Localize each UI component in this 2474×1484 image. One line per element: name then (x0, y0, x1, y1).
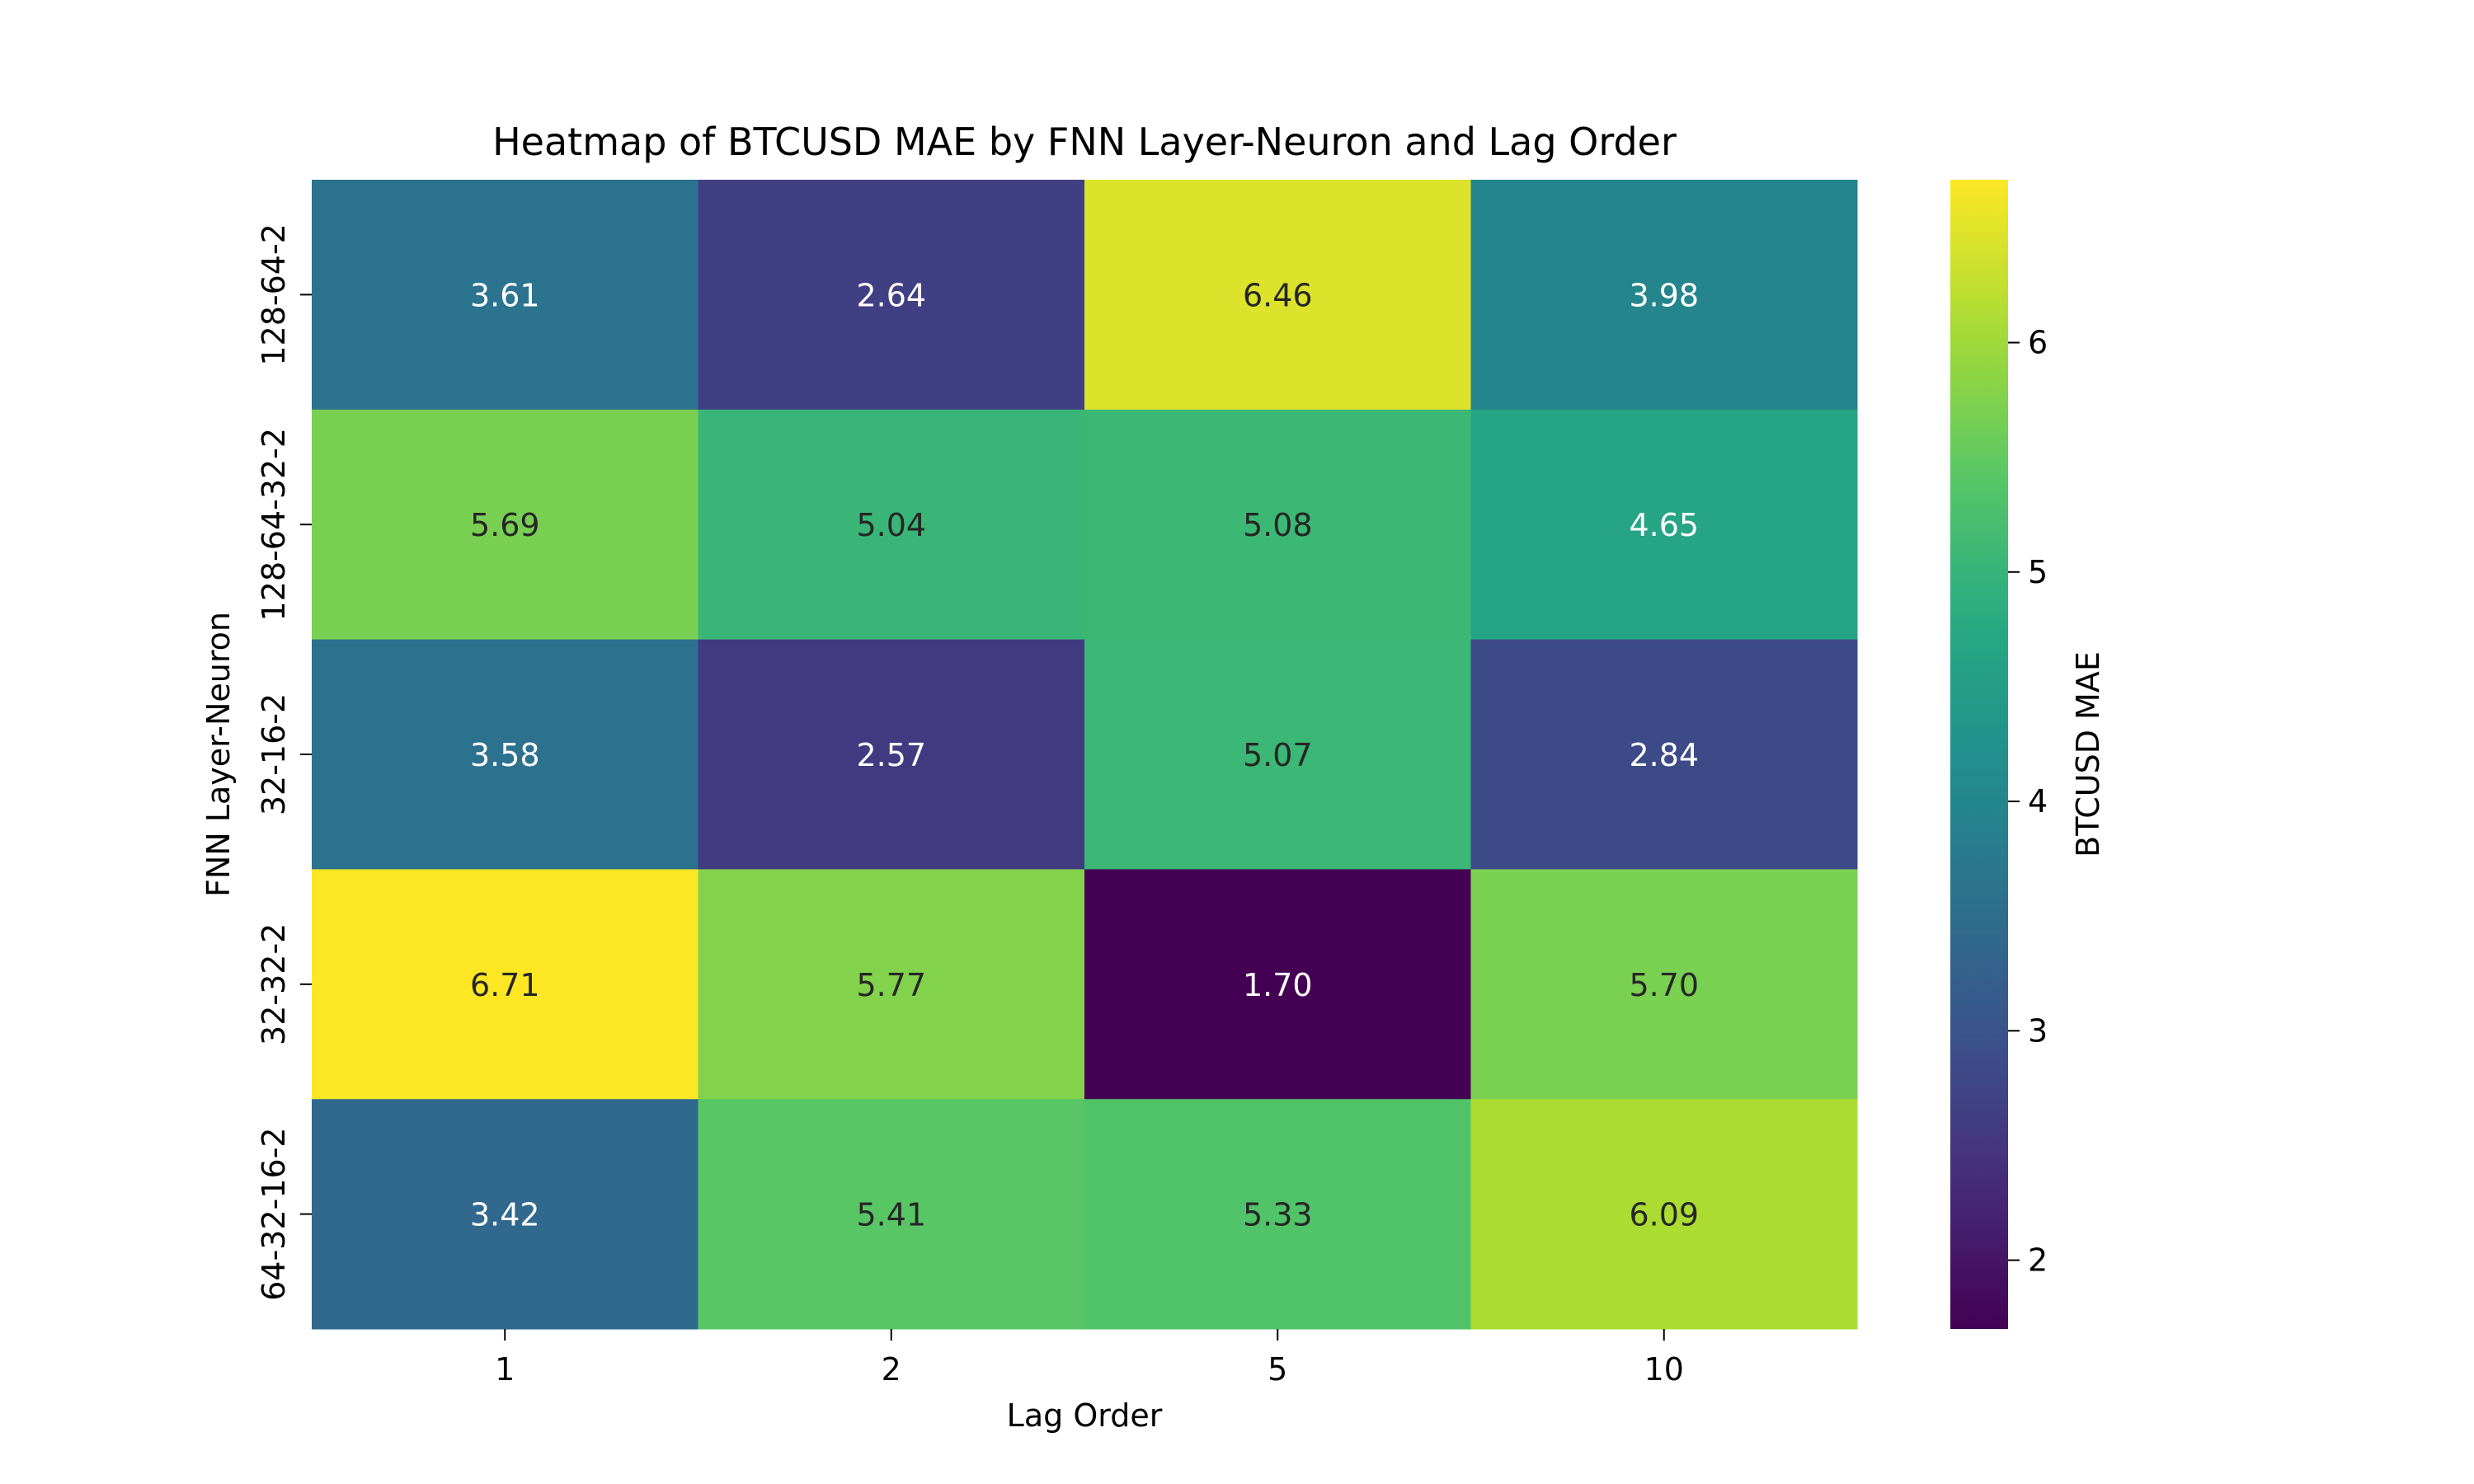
y-tick-label: 32-16-2 (256, 693, 292, 815)
y-tick-label: 64-32-16-2 (256, 1127, 292, 1300)
colorbar (1950, 180, 2008, 1329)
cell-value-label: 6.71 (470, 967, 540, 1003)
cell-value-label: 5.08 (1243, 507, 1313, 543)
cell-value-label: 1.70 (1243, 967, 1313, 1003)
heatmap-cells: 3.61 2.64 6.46 3.98 5.69 5.04 5.08 4.65 3.58 2.57… (312, 180, 1858, 1330)
heatmap-cell (1084, 409, 1471, 641)
x-axis-label: Lag Order (1007, 1397, 1163, 1434)
heatmap-cell (312, 180, 698, 411)
cell-value-label: 2.64 (856, 277, 926, 313)
heatmap-cell (698, 869, 1085, 1100)
y-tick-label: 128-64-32-2 (256, 428, 292, 622)
heatmap-cell (1470, 1099, 1858, 1330)
y-tick-label: 128-64-2 (256, 223, 292, 365)
heatmap-cell (1470, 409, 1858, 641)
colorbar-tick-label: 3 (2028, 1012, 2048, 1049)
x-axis: 1 2 5 10 (495, 1329, 1684, 1388)
cell-value-label: 5.70 (1629, 967, 1699, 1003)
colorbar-gradient (1950, 180, 2008, 1329)
y-axis-label: FNN Layer-Neuron (200, 612, 237, 897)
cell-value-label: 5.69 (470, 507, 540, 543)
colorbar-ticks: 2 3 4 5 6 (2008, 325, 2048, 1279)
heatmap-cell (1470, 869, 1858, 1100)
heatmap-cell (1084, 1099, 1471, 1330)
heatmap-cell (1084, 869, 1471, 1100)
cell-value-label: 3.58 (470, 737, 540, 773)
cell-value-label: 5.04 (856, 507, 926, 543)
heatmap-cell (698, 1099, 1085, 1330)
heatmap-cell (698, 639, 1085, 870)
x-tick-label: 10 (1644, 1351, 1684, 1388)
x-tick-label: 1 (495, 1351, 515, 1388)
heatmap-cell (312, 409, 698, 641)
cell-value-label: 2.57 (856, 737, 926, 773)
cell-value-label: 3.98 (1629, 277, 1699, 313)
heatmap-cell (312, 1099, 698, 1330)
x-tick-label: 2 (882, 1351, 901, 1388)
chart-title: Heatmap of BTCUSD MAE by FNN Layer-Neuro… (492, 120, 1677, 164)
colorbar-tick-label: 5 (2028, 554, 2048, 590)
heatmap-cell (1470, 180, 1858, 411)
cell-value-label: 3.42 (470, 1197, 540, 1233)
x-tick-label: 5 (1268, 1351, 1287, 1388)
heatmap-cell (698, 409, 1085, 641)
cell-value-label: 2.84 (1629, 737, 1699, 773)
heatmap-cell (1470, 639, 1858, 870)
cell-value-label: 3.61 (470, 277, 540, 313)
heatmap-cell (312, 869, 698, 1100)
colorbar-label: BTCUSD MAE (2070, 651, 2106, 857)
cell-value-label: 5.77 (856, 967, 926, 1003)
heatmap-cell (1084, 639, 1471, 870)
heatmap-cell (312, 639, 698, 870)
colorbar-tick-label: 4 (2028, 783, 2048, 819)
heatmap-cell (1084, 180, 1471, 411)
cell-value-label: 4.65 (1629, 507, 1699, 543)
cell-value-label: 6.09 (1629, 1197, 1699, 1233)
colorbar-tick-label: 6 (2028, 325, 2048, 361)
cell-value-label: 5.41 (856, 1197, 926, 1233)
y-tick-label: 32-32-2 (256, 923, 292, 1045)
cell-value-label: 5.33 (1243, 1197, 1313, 1233)
y-axis: 128-64-2 128-64-32-2 32-16-2 32-32-2 64-32-1… (256, 223, 312, 1301)
heatmap-cell (698, 180, 1085, 411)
colorbar-tick-label: 2 (2028, 1242, 2048, 1279)
cell-value-label: 6.46 (1243, 277, 1313, 313)
cell-value-label: 5.07 (1243, 737, 1313, 773)
